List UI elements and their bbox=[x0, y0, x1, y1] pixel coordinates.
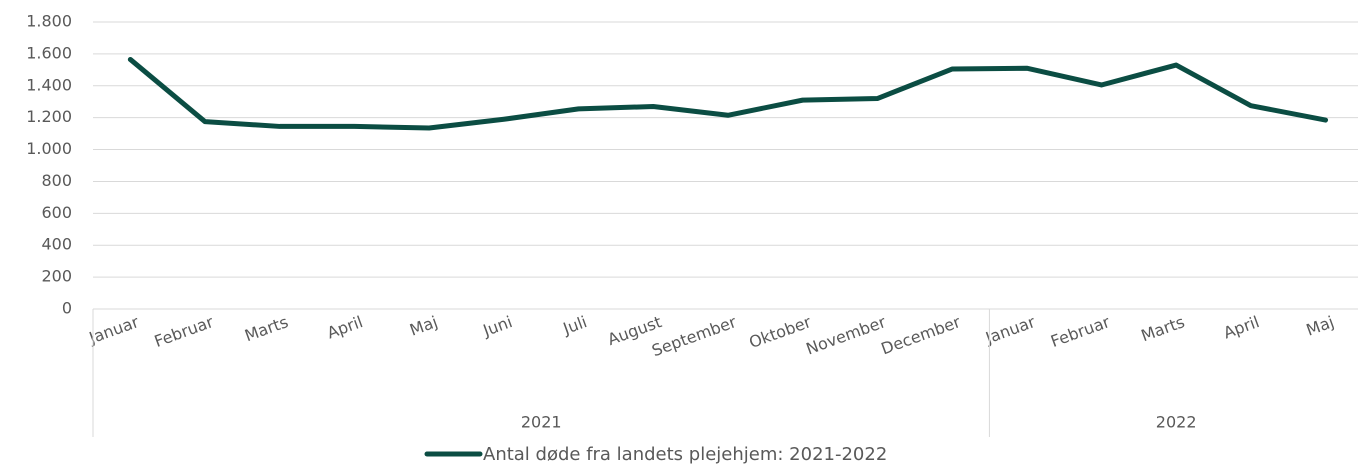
x-tick-label: April bbox=[1221, 312, 1262, 342]
group-label: 2021 bbox=[521, 413, 562, 432]
x-tick-label: November bbox=[804, 312, 889, 358]
x-tick-label: December bbox=[878, 312, 963, 358]
y-tick-label: 1.800 bbox=[26, 12, 72, 31]
y-tick-label: 200 bbox=[41, 267, 72, 286]
x-tick-label: Maj bbox=[1304, 312, 1337, 339]
y-tick-label: 800 bbox=[41, 171, 72, 190]
x-tick-label: September bbox=[649, 312, 739, 360]
x-tick-label: Oktober bbox=[746, 312, 814, 352]
group-label: 2022 bbox=[1156, 413, 1197, 432]
x-tick-label: Februar bbox=[1048, 312, 1113, 351]
legend-label: Antal døde fra landets plejehjem: 2021-2… bbox=[483, 444, 887, 465]
y-tick-label: 600 bbox=[41, 203, 72, 222]
x-tick-label: Maj bbox=[407, 312, 440, 339]
x-tick-label: Juli bbox=[560, 312, 590, 338]
y-tick-label: 1.600 bbox=[26, 43, 72, 62]
x-tick-label: Marts bbox=[242, 312, 291, 345]
x-tick-label: April bbox=[324, 312, 365, 342]
y-tick-label: 0 bbox=[62, 299, 72, 318]
y-tick-label: 1.400 bbox=[26, 75, 72, 94]
series-line bbox=[127, 56, 1329, 131]
x-tick-label: Juni bbox=[480, 312, 515, 340]
x-tick-label: Januar bbox=[982, 312, 1038, 348]
x-tick-label: Januar bbox=[86, 312, 142, 348]
x-tick-label: Marts bbox=[1138, 312, 1187, 345]
y-tick-label: 400 bbox=[41, 235, 72, 254]
y-tick-label: 1.000 bbox=[26, 139, 72, 158]
x-tick-label: Februar bbox=[152, 312, 217, 351]
y-tick-label: 1.200 bbox=[26, 107, 72, 126]
